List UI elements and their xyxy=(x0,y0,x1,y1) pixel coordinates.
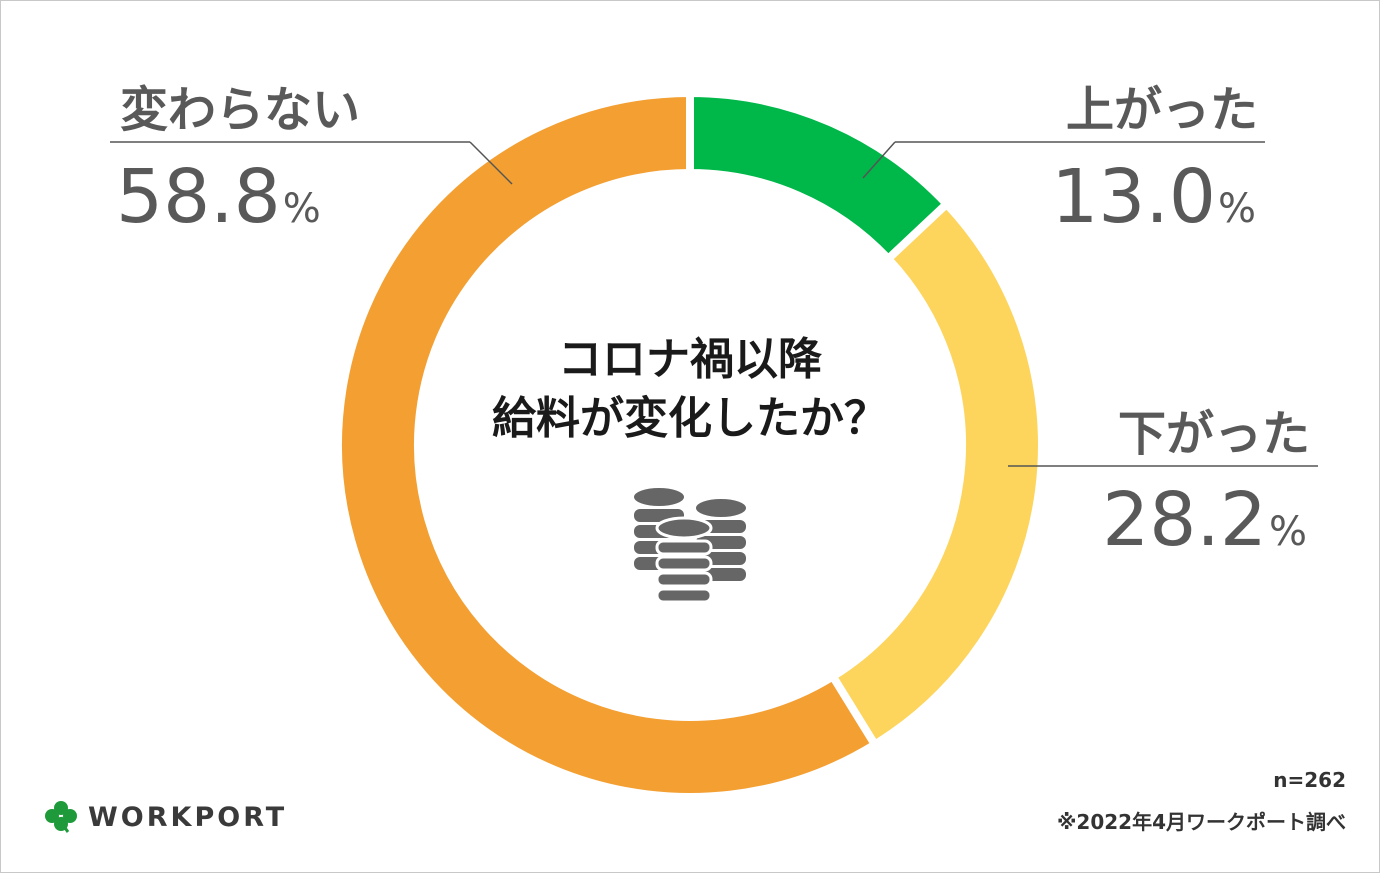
clover-leaf xyxy=(63,809,77,823)
value-agatta: 13.0% xyxy=(1051,154,1256,240)
label-sagatta: 下がった xyxy=(1118,406,1310,462)
label-kawaranai: 変わらない xyxy=(120,82,360,138)
sample-size: n=262 xyxy=(1273,768,1346,792)
center-title-line1: コロナ禍以降 xyxy=(558,334,822,385)
label-agatta: 上がった xyxy=(1066,82,1258,138)
clover-icon xyxy=(45,801,77,833)
brand-logo: WORKPORT xyxy=(44,800,287,834)
slice-agatta xyxy=(686,88,953,265)
source-note: ※2022年4月ワークポート調べ xyxy=(1056,810,1346,834)
value-kawaranai: 58.8% xyxy=(116,154,321,240)
slice-sagatta xyxy=(827,198,1046,751)
clover-leaf xyxy=(45,809,59,823)
leader-pointer-agatta xyxy=(862,141,896,179)
slice-kawaranai xyxy=(334,88,881,801)
brand-name: WORKPORT xyxy=(88,801,288,833)
value-sagatta: 28.2% xyxy=(1102,477,1307,563)
slices-group xyxy=(334,88,1046,801)
leader-pointer-kawaranai xyxy=(469,141,513,185)
clover-stem xyxy=(59,816,70,833)
coin-stack-icon xyxy=(634,488,746,604)
center-title-line2: 給料が変化したか？ xyxy=(492,393,888,444)
clover-leaf xyxy=(54,801,68,815)
